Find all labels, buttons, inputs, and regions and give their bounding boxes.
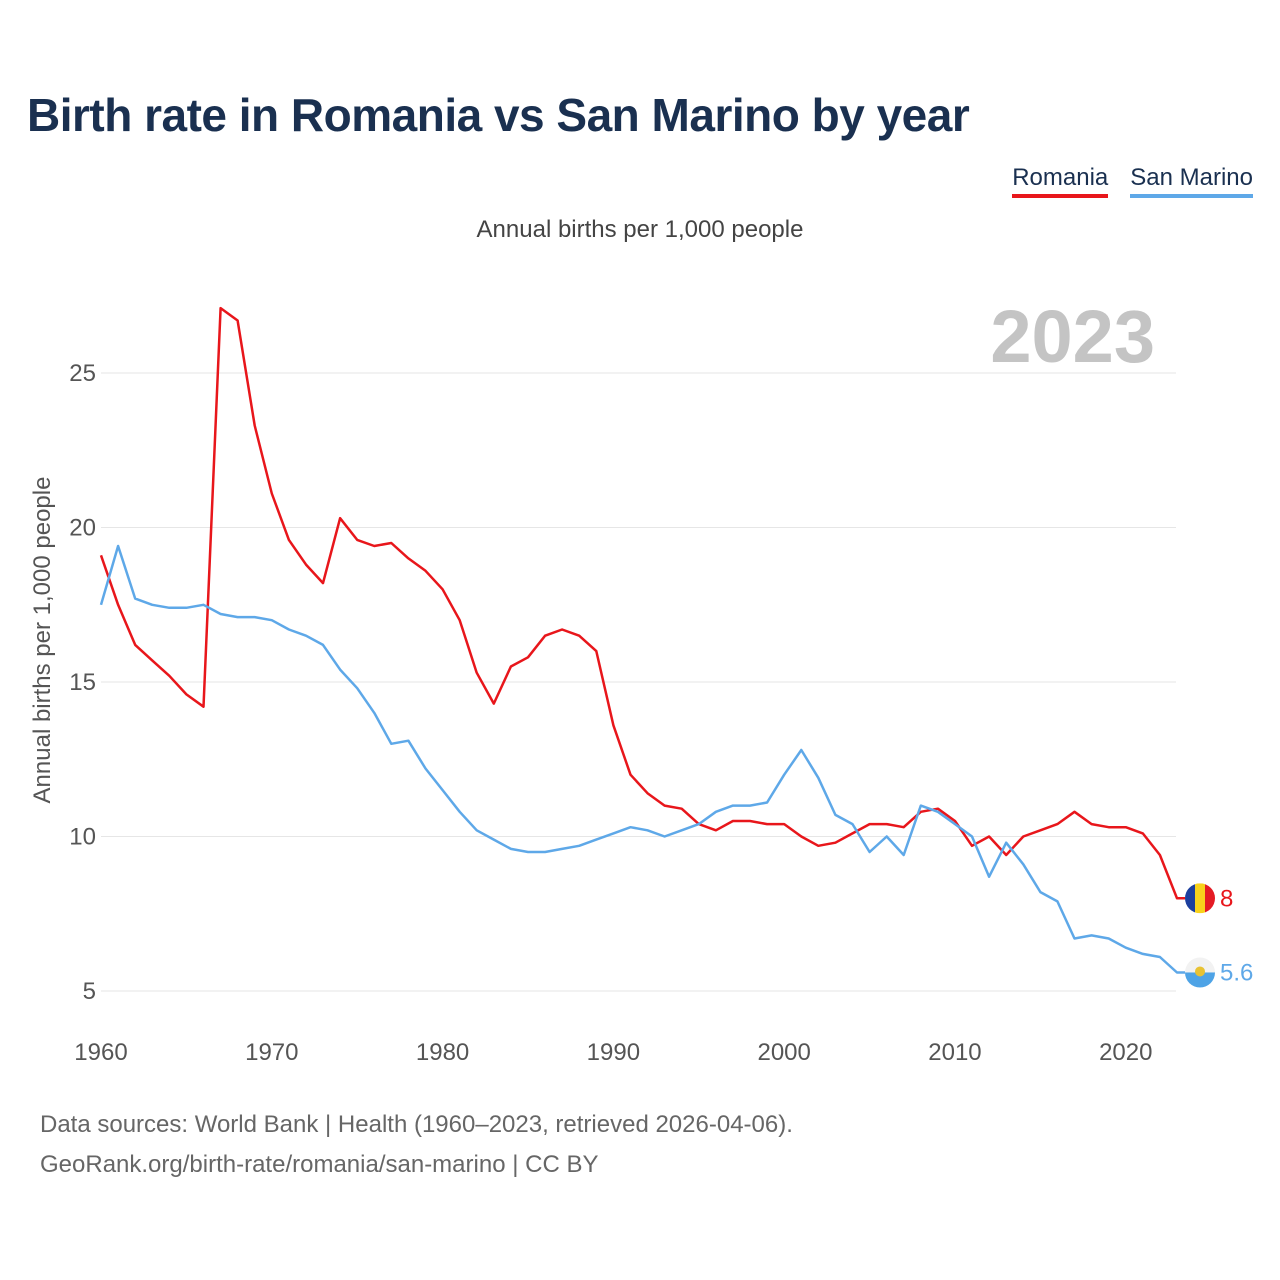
- chart-title: Birth rate in Romania vs San Marino by y…: [27, 89, 970, 141]
- source-line-2[interactable]: GeoRank.org/birth-rate/romania/san-marin…: [40, 1151, 599, 1178]
- y-tick-label: 5: [83, 978, 96, 1005]
- year-watermark: 2023: [990, 295, 1155, 378]
- series-line-san-marino: [99, 544, 1185, 974]
- series-line-romania: [99, 306, 1185, 900]
- x-tick-label: 2010: [928, 1039, 981, 1066]
- marker-layer: 85.6: [1185, 883, 1253, 988]
- legend: Romania San Marino: [1012, 164, 1253, 198]
- chart-subtitle: Annual births per 1,000 people: [476, 216, 804, 243]
- source-line-1: Data sources: World Bank | Health (1960–…: [40, 1111, 793, 1138]
- flag-marker-san-marino: [1185, 957, 1215, 988]
- y-tick-label: 25: [69, 360, 96, 387]
- x-tick-label: 1980: [416, 1039, 469, 1066]
- end-value-label-romania: 8: [1220, 885, 1233, 912]
- grid-layer: 5 10 15 20 25 1960 1970 1980 1990 2000 2010 2020: [69, 360, 1176, 1066]
- x-tick-label: 2000: [757, 1039, 810, 1066]
- legend-item-san-marino[interactable]: San Marino: [1130, 164, 1253, 198]
- x-tick-label: 1970: [245, 1039, 298, 1066]
- y-axis-label: Annual births per 1,000 people: [29, 477, 56, 804]
- y-tick-label: 20: [69, 515, 96, 542]
- y-tick-label: 10: [69, 824, 96, 851]
- x-tick-label: 1960: [74, 1039, 127, 1066]
- flag-marker-romania: [1185, 883, 1215, 914]
- end-value-label-san-marino: 5.6: [1220, 959, 1253, 986]
- legend-item-romania[interactable]: Romania: [1012, 164, 1109, 198]
- x-tick-label: 1990: [587, 1039, 640, 1066]
- source-note: Data sources: World Bank | Health (1960–…: [40, 1105, 793, 1185]
- x-tick-label: 2020: [1099, 1039, 1152, 1066]
- y-tick-label: 15: [69, 669, 96, 696]
- series-layer: [99, 306, 1185, 974]
